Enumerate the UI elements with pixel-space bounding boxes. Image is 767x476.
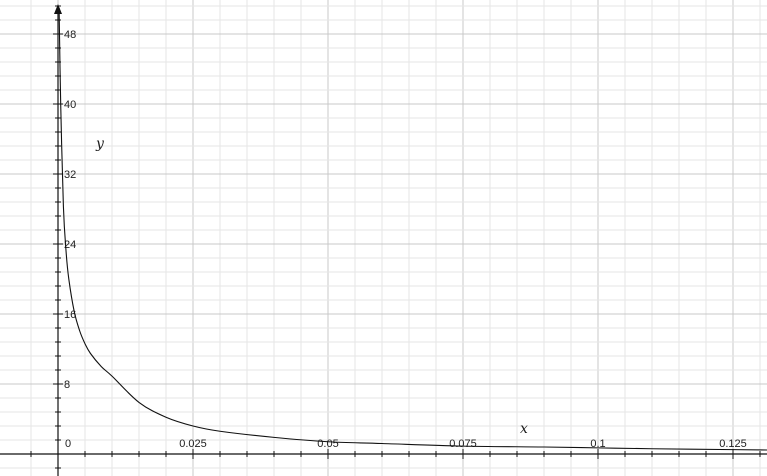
series-group	[58, 7, 767, 451]
x-tick-label: 0.125	[719, 438, 747, 450]
series-line	[58, 7, 767, 451]
x-tick-label: 0.05	[317, 438, 338, 450]
y-tick-label: 40	[64, 99, 76, 111]
x-tick-label: 0.025	[179, 438, 207, 450]
y-axis-arrow	[54, 4, 62, 14]
tick-marks	[30, 5, 761, 469]
x-tick-label: 0	[65, 438, 71, 450]
y-tick-label: 24	[64, 239, 76, 251]
tick-labels: 0 0.025 0.05 0.075 0.1 0.125 8 16 24 32 40 48	[64, 29, 747, 450]
y-tick-label: 16	[64, 309, 76, 321]
y-axis-label: y	[95, 136, 105, 152]
x-axis-label: x	[520, 421, 528, 437]
y-tick-label: 32	[64, 169, 76, 181]
y-tick-label: 48	[64, 29, 76, 41]
x-tick-label: 0.075	[449, 438, 477, 450]
x-tick-label: 0.1	[590, 438, 605, 450]
y-tick-label: 8	[64, 379, 70, 391]
